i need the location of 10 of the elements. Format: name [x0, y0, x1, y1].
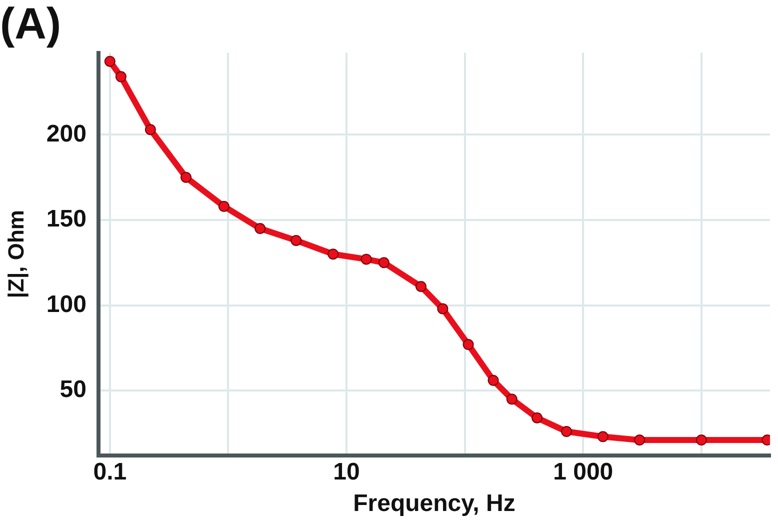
- x-tick-label: 1 000: [553, 458, 614, 486]
- y-axis-title: |Z|, Ohm: [3, 210, 28, 298]
- y-tick-label: 150: [46, 206, 86, 233]
- x-tick-label: 0.1: [93, 458, 127, 486]
- x-axis-title: Frequency, Hz: [353, 490, 516, 518]
- y-tick-label: 200: [46, 120, 86, 148]
- y-tick-label: 50: [60, 376, 86, 404]
- chart-title: (A): [0, 0, 62, 49]
- x-tick-label: 10: [333, 458, 360, 486]
- y-tick-label: 100: [46, 290, 86, 318]
